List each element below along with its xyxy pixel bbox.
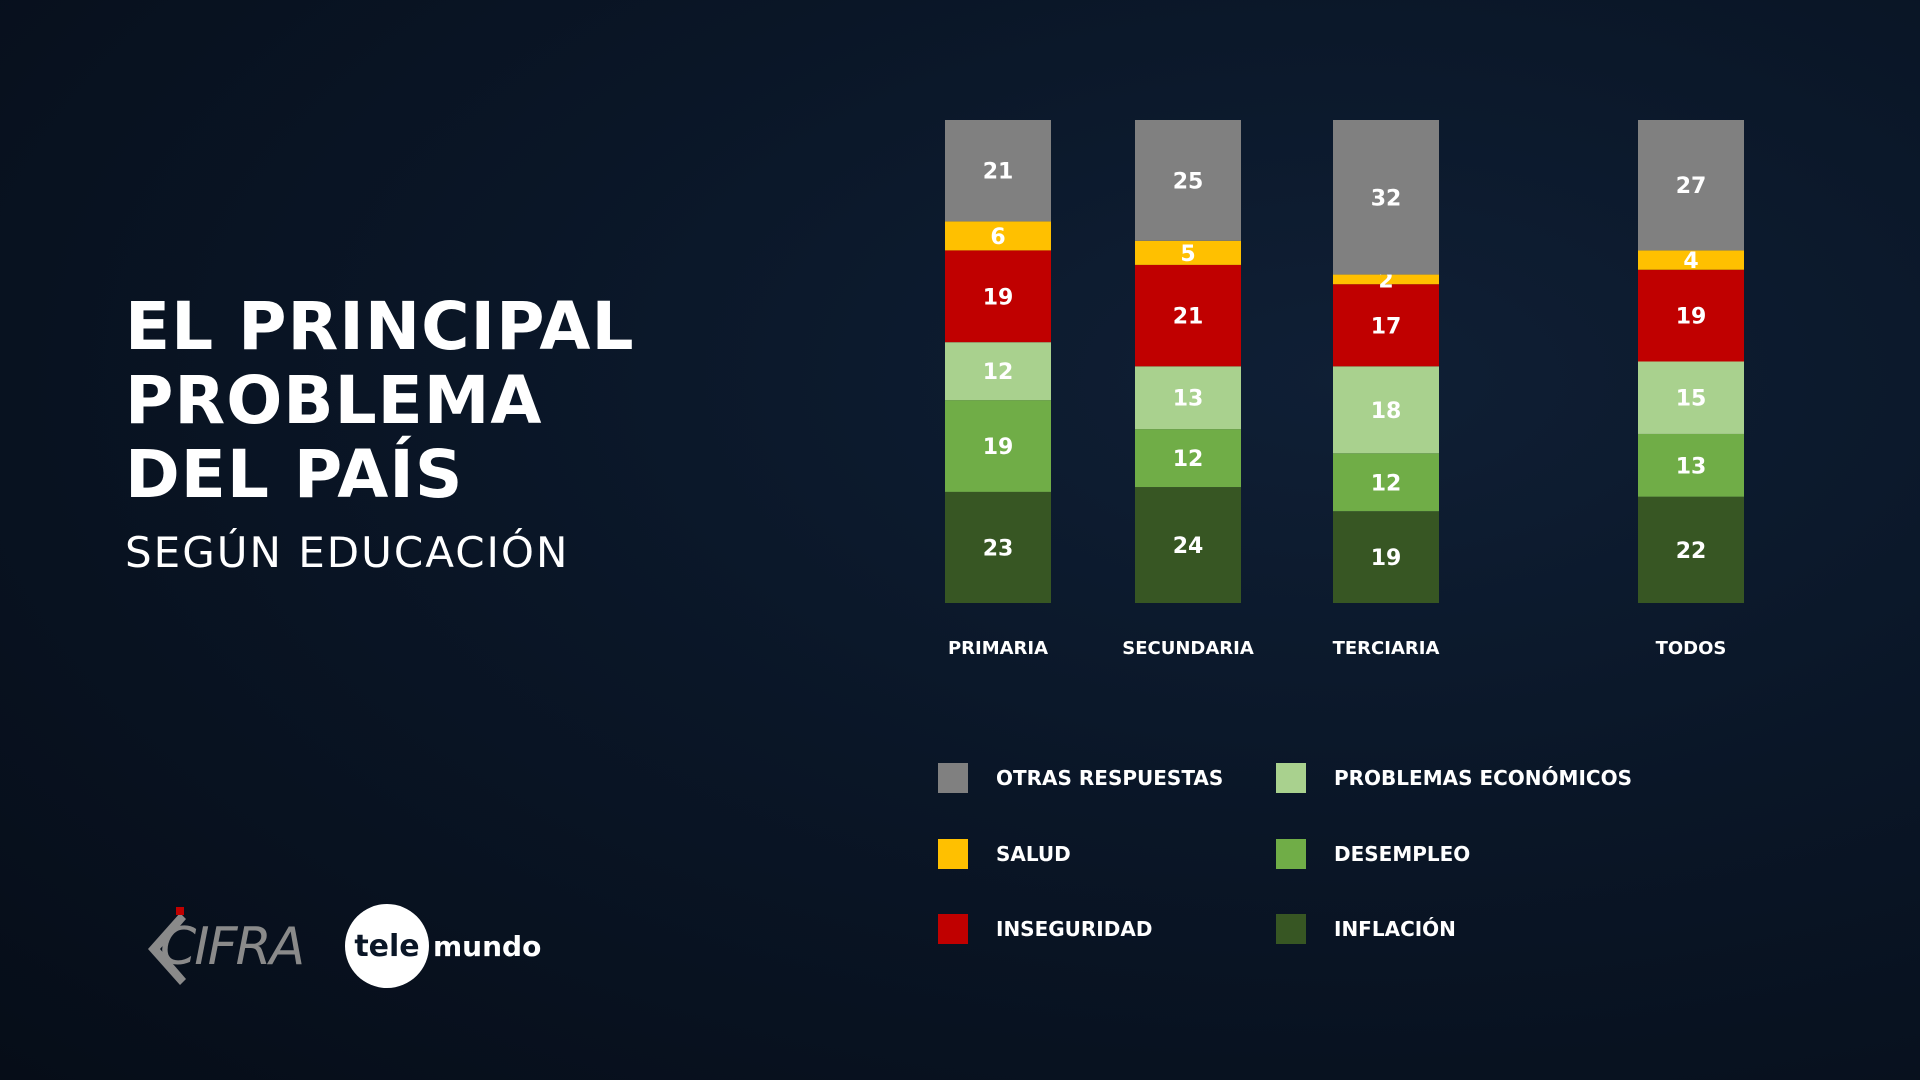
bar-segment-desempleo-primaria [945, 400, 1051, 492]
title-block: EL PRINCIPAL PROBLEMA DEL PAÍS SEGÚN EDU… [125, 288, 635, 578]
bar-segment-otras-secundaria [1135, 120, 1241, 241]
data-label-salud-todos: 4 [1683, 249, 1698, 274]
legend-label-otras: OTRAS RESPUESTAS [996, 766, 1224, 790]
telemundo-logo-mundo: mundo [433, 929, 542, 963]
legend-label-desempleo: DESEMPLEO [1334, 842, 1471, 866]
data-label-inflacion-secundaria: 24 [1173, 534, 1204, 559]
legend-label-salud: SALUD [996, 842, 1071, 866]
legend-swatch-otras [938, 763, 968, 793]
data-label-desempleo-terciaria: 12 [1371, 471, 1402, 496]
bar-segment-otras-todos [1638, 120, 1744, 251]
data-label-desempleo-todos: 13 [1676, 454, 1707, 479]
title-line-2: PROBLEMA [125, 362, 543, 439]
bar-segment-otras-terciaria [1333, 120, 1439, 275]
bar-segment-inflacion-primaria [945, 491, 1051, 603]
bar-segment-inseguridad-todos [1638, 269, 1744, 362]
category-label-secundaria: SECUNDARIA [1122, 638, 1254, 659]
data-label-salud-primaria: 6 [990, 225, 1005, 250]
bar-segment-desempleo-terciaria [1333, 453, 1439, 512]
data-label-desempleo-secundaria: 12 [1173, 447, 1204, 472]
data-label-inflacion-terciaria: 19 [1371, 546, 1402, 571]
data-label-economicos-secundaria: 13 [1173, 387, 1204, 412]
bar-segment-economicos-primaria [945, 342, 1051, 401]
legend-label-inseguridad: INSEGURIDAD [996, 917, 1153, 941]
legend-swatch-inseguridad [938, 914, 968, 944]
bar-segment-inseguridad-primaria [945, 250, 1051, 343]
bar-segment-salud-primaria [945, 221, 1051, 251]
bar-segment-desempleo-todos [1638, 433, 1744, 497]
legend-item-inseguridad: INSEGURIDAD [938, 913, 1152, 945]
data-label-inseguridad-secundaria: 21 [1173, 305, 1204, 330]
data-label-otras-secundaria: 25 [1173, 169, 1204, 194]
data-label-otras-primaria: 21 [983, 160, 1014, 185]
data-label-desempleo-primaria: 19 [983, 435, 1014, 460]
legend-item-economicos: PROBLEMAS ECONÓMICOS [1276, 762, 1632, 794]
bar-segment-salud-secundaria [1135, 240, 1241, 265]
legend-label-inflacion: INFLACIÓN [1334, 917, 1456, 941]
data-label-economicos-todos: 15 [1676, 387, 1707, 412]
legend-swatch-economicos [1276, 763, 1306, 793]
data-label-salud-secundaria: 5 [1180, 242, 1195, 267]
legend-swatch-inflacion [1276, 914, 1306, 944]
cifra-logo: CIFRA [138, 905, 305, 985]
legend-swatch-salud [938, 839, 968, 869]
bar-segment-otras-primaria [945, 120, 1051, 222]
data-label-inseguridad-terciaria: 17 [1371, 314, 1402, 339]
data-label-inflacion-todos: 22 [1676, 539, 1707, 564]
telemundo-logo: tele mundo [345, 903, 541, 989]
subtitle: SEGÚN EDUCACIÓN [125, 528, 570, 577]
bar-segment-inflacion-terciaria [1333, 511, 1439, 603]
title-line-3: DEL PAÍS [125, 436, 464, 513]
data-label-salud-terciaria: 2 [1378, 268, 1393, 293]
legend-label-economicos: PROBLEMAS ECONÓMICOS [1334, 766, 1632, 790]
category-label-todos: TODOS [1656, 638, 1727, 659]
title-line-1: EL PRINCIPAL [125, 288, 635, 365]
bar-segment-inflacion-todos [1638, 496, 1744, 603]
bar-segment-salud-terciaria [1333, 274, 1439, 285]
data-label-inseguridad-primaria: 19 [983, 285, 1014, 310]
legend-item-otras: OTRAS RESPUESTAS [938, 762, 1223, 794]
bar-segment-economicos-terciaria [1333, 366, 1439, 454]
bar-segment-salud-todos [1638, 250, 1744, 270]
data-label-economicos-primaria: 12 [983, 360, 1014, 385]
bar-segment-economicos-todos [1638, 361, 1744, 434]
legend-item-salud: SALUD [938, 838, 1071, 870]
data-label-inflacion-primaria: 23 [983, 536, 1014, 561]
telemundo-logo-circle: tele [345, 904, 429, 988]
legend-item-desempleo: DESEMPLEO [1276, 838, 1470, 870]
category-label-terciaria: TERCIARIA [1333, 638, 1440, 659]
data-label-otras-terciaria: 32 [1371, 186, 1402, 211]
cifra-logo-text: CIFRA [160, 917, 305, 977]
bar-segment-inseguridad-secundaria [1135, 264, 1241, 367]
data-label-otras-todos: 27 [1676, 174, 1707, 199]
legend-swatch-desempleo [1276, 839, 1306, 869]
bar-segment-desempleo-secundaria [1135, 429, 1241, 488]
bar-segment-economicos-secundaria [1135, 366, 1241, 430]
category-label-primaria: PRIMARIA [948, 638, 1048, 659]
cifra-logo-mark [148, 907, 186, 985]
bar-segment-inseguridad-terciaria [1333, 284, 1439, 367]
bar-segment-inflacion-secundaria [1135, 487, 1241, 603]
data-label-inseguridad-todos: 19 [1676, 305, 1707, 330]
telemundo-logo-tele: tele [354, 928, 420, 964]
data-label-economicos-terciaria: 18 [1371, 399, 1402, 424]
legend-item-inflacion: INFLACIÓN [1276, 913, 1456, 945]
